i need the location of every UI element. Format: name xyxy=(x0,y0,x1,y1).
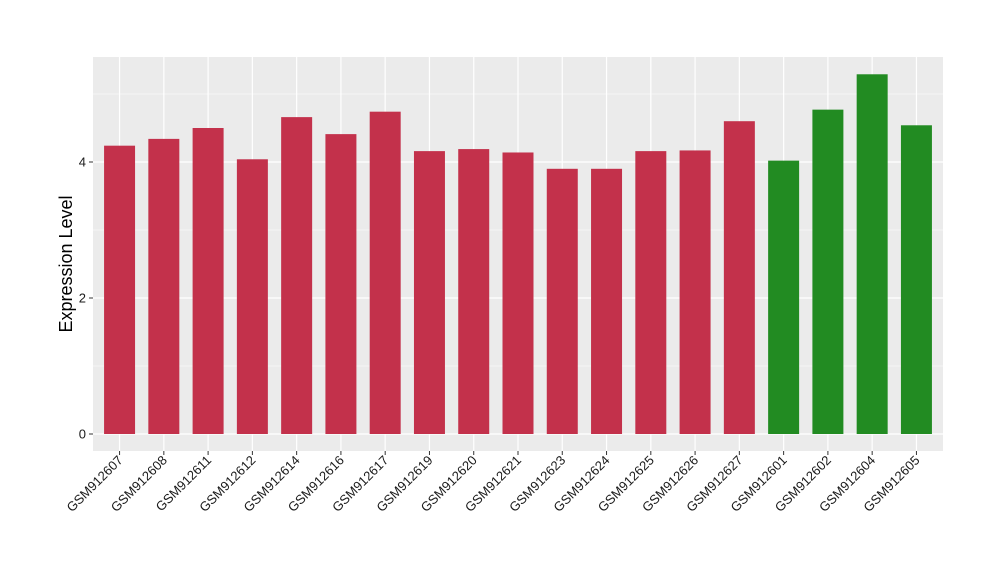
x-axis: GSM912607GSM912608GSM912611GSM912612GSM9… xyxy=(63,451,923,515)
bar-GSM912616 xyxy=(325,134,357,434)
y-axis-title: Expression Level xyxy=(56,195,76,332)
bar-GSM912621 xyxy=(502,152,534,435)
bar-GSM912604 xyxy=(856,74,888,434)
bar-GSM912617 xyxy=(369,111,401,435)
bar-GSM912627 xyxy=(723,121,755,434)
y-tick-label: 2 xyxy=(79,291,86,306)
y-tick-label: 4 xyxy=(79,155,86,170)
bar-GSM912620 xyxy=(458,149,490,434)
bar-GSM912624 xyxy=(591,168,623,435)
bar-GSM912612 xyxy=(236,159,268,434)
y-axis: 0 2 4 xyxy=(79,155,93,442)
bars xyxy=(104,74,932,435)
bar-GSM912611 xyxy=(192,128,224,434)
bar-GSM912625 xyxy=(635,151,667,434)
bar-GSM912608 xyxy=(148,138,180,434)
bar-GSM912614 xyxy=(281,117,313,435)
bar-GSM912601 xyxy=(768,160,800,434)
bar-GSM912626 xyxy=(679,150,711,434)
y-tick-label: 0 xyxy=(79,427,86,442)
bar-GSM912619 xyxy=(413,151,445,434)
bar-GSM912623 xyxy=(546,168,578,435)
bar-GSM912605 xyxy=(900,125,932,434)
bar-GSM912602 xyxy=(812,109,844,434)
bar-GSM912607 xyxy=(104,145,136,434)
